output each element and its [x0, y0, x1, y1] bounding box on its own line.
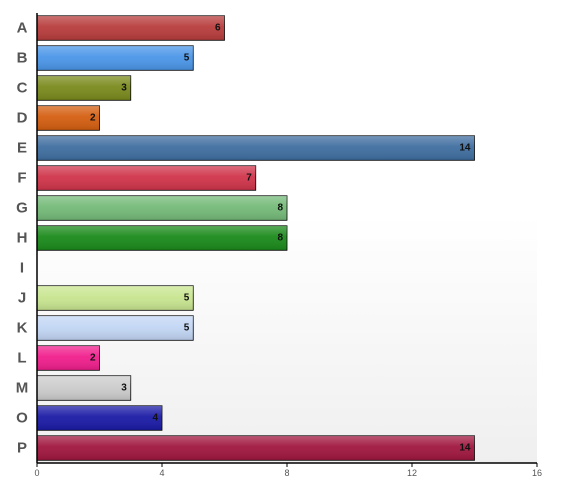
category-label-h: H: [17, 230, 28, 247]
x-tick-label: 8: [284, 468, 289, 478]
value-label-c: 3: [121, 83, 127, 94]
value-label-h: 8: [277, 233, 283, 244]
value-label-j: 5: [184, 293, 190, 304]
category-label-f: F: [17, 170, 26, 187]
category-label-c: C: [17, 80, 28, 97]
value-labels: 6 5 3 2 14 7 8 8 5 5 2 3 4 14: [90, 23, 471, 454]
value-label-g: 8: [277, 203, 283, 214]
bar-b: [36, 45, 194, 71]
value-label-b: 5: [184, 53, 190, 64]
value-label-m: 3: [121, 383, 127, 394]
category-label-d: D: [17, 110, 28, 127]
category-label-m: M: [16, 380, 29, 397]
bar-j: [36, 285, 194, 311]
category-label-i: I: [20, 260, 24, 277]
x-tick-label: 0: [34, 468, 39, 478]
bar-c: [36, 75, 132, 101]
category-label-b: B: [17, 50, 28, 67]
bar-f: [36, 165, 257, 191]
bar-o: [36, 405, 163, 431]
x-tick-label: 16: [532, 468, 542, 478]
category-label-a: A: [17, 20, 28, 37]
category-label-p: P: [17, 440, 27, 457]
x-tick-label: 12: [407, 468, 417, 478]
value-label-f: 7: [246, 173, 252, 184]
category-label-l: L: [17, 350, 26, 367]
bar-h: [36, 225, 288, 251]
category-label-k: K: [17, 320, 28, 337]
value-label-e: 14: [459, 143, 471, 154]
value-label-o: 4: [152, 413, 158, 424]
bar-m: [36, 375, 132, 401]
category-label-g: G: [16, 200, 28, 217]
category-label-e: E: [17, 140, 27, 157]
x-tick-label: 4: [159, 468, 164, 478]
value-label-k: 5: [184, 323, 190, 334]
bar-g: [36, 195, 288, 221]
value-label-a: 6: [215, 23, 221, 34]
category-label-o: O: [16, 410, 28, 427]
bar-k: [36, 315, 194, 341]
value-label-p: 14: [459, 443, 471, 454]
category-label-j: J: [18, 290, 26, 307]
bar-e: [36, 135, 475, 161]
value-label-d: 2: [90, 113, 96, 124]
bar-a: [36, 15, 225, 41]
x-axis-ticks: 0 4 8 12 16: [34, 463, 542, 478]
bar-p: [36, 435, 475, 461]
value-label-l: 2: [90, 353, 96, 364]
